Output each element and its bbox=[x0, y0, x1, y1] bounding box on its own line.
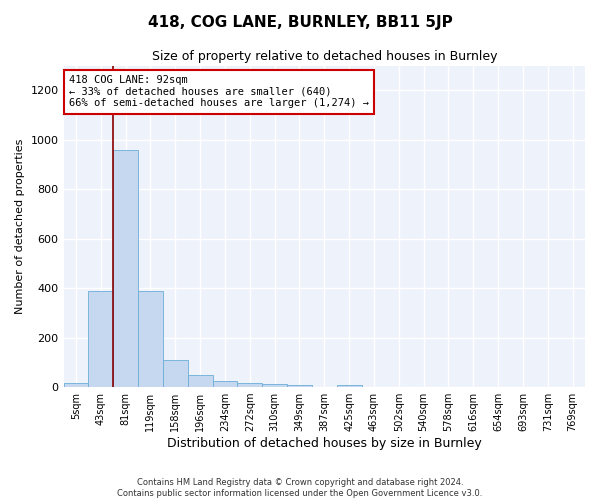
Y-axis label: Number of detached properties: Number of detached properties bbox=[15, 138, 25, 314]
Text: 418, COG LANE, BURNLEY, BB11 5JP: 418, COG LANE, BURNLEY, BB11 5JP bbox=[148, 15, 452, 30]
Bar bbox=[138, 290, 163, 387]
Text: 418 COG LANE: 92sqm
← 33% of detached houses are smaller (640)
66% of semi-detac: 418 COG LANE: 92sqm ← 33% of detached ho… bbox=[69, 75, 369, 108]
Bar bbox=[113, 150, 138, 387]
Bar bbox=[163, 360, 188, 387]
Bar bbox=[287, 384, 312, 387]
Bar bbox=[88, 290, 113, 387]
Bar bbox=[212, 382, 238, 387]
Bar bbox=[238, 383, 262, 387]
Bar bbox=[188, 374, 212, 387]
Bar bbox=[64, 384, 88, 387]
Text: Contains HM Land Registry data © Crown copyright and database right 2024.
Contai: Contains HM Land Registry data © Crown c… bbox=[118, 478, 482, 498]
Bar bbox=[337, 384, 362, 387]
Title: Size of property relative to detached houses in Burnley: Size of property relative to detached ho… bbox=[152, 50, 497, 63]
Bar bbox=[262, 384, 287, 387]
X-axis label: Distribution of detached houses by size in Burnley: Distribution of detached houses by size … bbox=[167, 437, 482, 450]
